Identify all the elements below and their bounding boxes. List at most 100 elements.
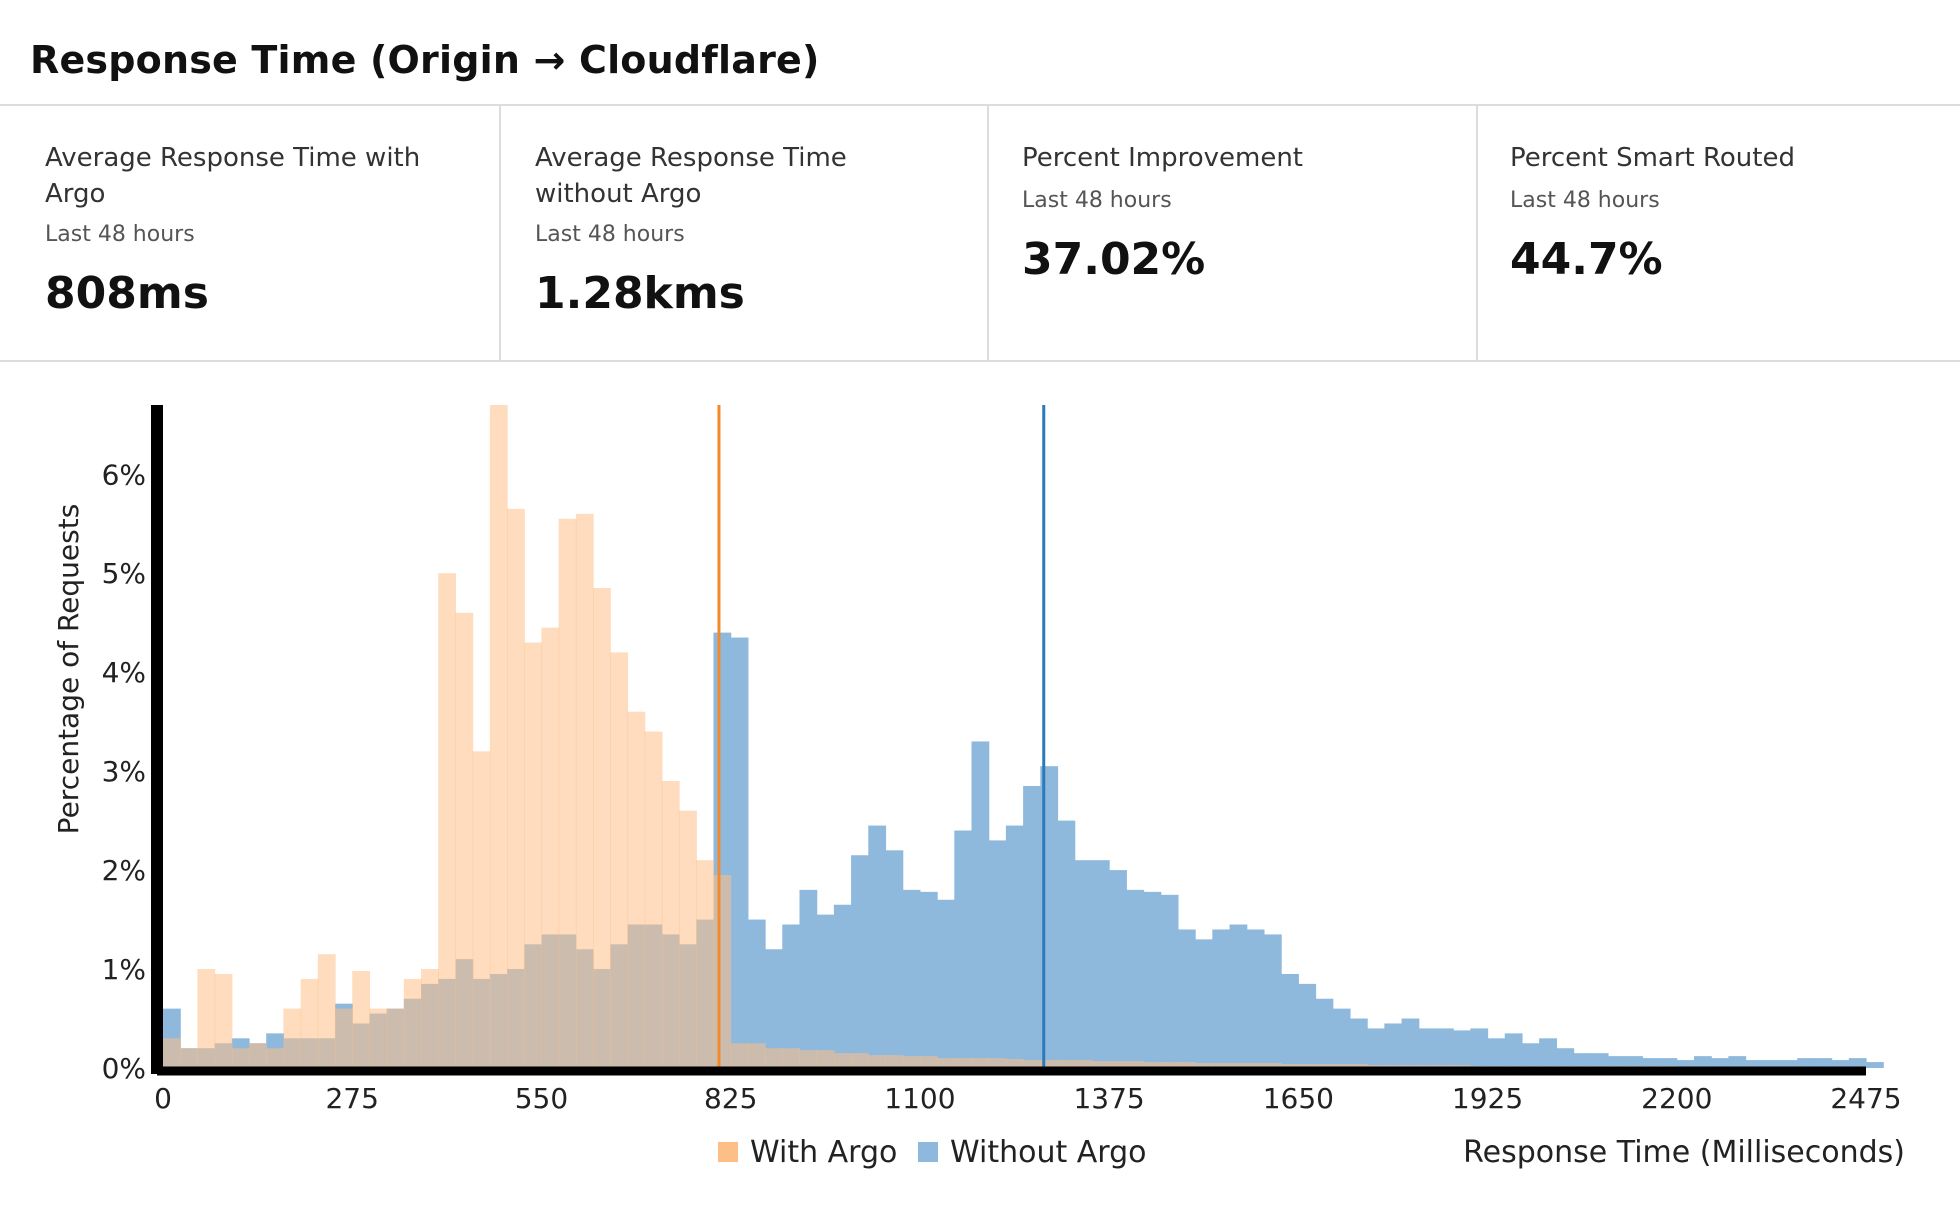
bar-without-argo [1814,1058,1833,1068]
bar-without-argo [816,914,835,1068]
bar-without-argo [765,949,783,1068]
bar-without-argo [1676,1060,1695,1068]
bar-with-argo [661,781,680,1068]
bar-without-argo [1367,1028,1385,1068]
bar-with-argo [1212,1063,1231,1068]
x-tick-label: 1650 [1263,1082,1334,1115]
stat-value: 44.7% [1510,234,1663,285]
bar-without-argo [1762,1060,1781,1068]
bar-without-argo [1779,1060,1798,1068]
bar-without-argo [988,840,1007,1068]
bar-without-argo [1384,1023,1403,1068]
bar-with-argo [782,1048,801,1068]
bar-without-argo [885,850,904,1068]
legend-swatch-with-argo [718,1142,738,1162]
bar-with-argo [954,1058,973,1068]
x-tick-label: 0 [154,1082,172,1115]
bar-with-argo [1040,1060,1059,1068]
bar-with-argo [885,1055,904,1068]
y-tick-label: 1% [102,953,146,986]
y-tick-label: 6% [102,458,146,491]
bar-without-argo [1091,860,1110,1068]
bar-without-argo [1246,929,1265,1068]
stat-value: 808ms [45,268,209,319]
x-tick-label: 275 [325,1082,378,1115]
stat-label: Percent Improvement [1022,143,1303,173]
bar-without-argo [730,637,749,1068]
y-tick-label: 4% [102,656,146,689]
bar-with-argo [1246,1063,1265,1068]
stat-period: Last 48 hours [1022,188,1172,213]
bar-without-argo [833,904,852,1068]
x-tick-label: 1375 [1073,1082,1144,1115]
bar-with-argo [1074,1060,1093,1068]
bar-without-argo [782,924,801,1068]
bar-with-argo [489,405,508,1068]
bar-with-argo [937,1058,955,1068]
bar-without-argo [1126,889,1145,1068]
x-tick-label: 2200 [1641,1082,1712,1115]
bar-with-argo [266,1048,285,1068]
bar-without-argo [1435,1028,1454,1068]
bar-with-argo [369,1008,388,1068]
bar-with-argo [558,518,577,1068]
bar-without-argo [1745,1060,1764,1068]
bar-without-argo [1539,1038,1557,1068]
bar-without-argo [1556,1048,1575,1068]
stat-period: Last 48 hours [1510,188,1660,213]
bar-without-argo [1195,939,1213,1068]
bar-with-argo [283,1008,302,1068]
bar-with-argo [1023,1060,1041,1068]
bar-without-argo [799,889,818,1068]
bar-with-argo [524,642,543,1068]
bar-with-argo [644,731,663,1068]
bar-with-argo [421,969,439,1068]
bar-with-argo [1281,1064,1299,1068]
card-divider [1476,106,1478,361]
bar-with-argo [214,973,233,1068]
bar-without-argo [1797,1058,1815,1068]
stat-card-without-argo: Average Response Time without Argo Last … [490,106,980,361]
bar-without-argo [1418,1028,1437,1068]
bar-with-argo [696,860,715,1068]
bar-with-argo [455,612,474,1068]
x-tick-label: 1100 [884,1082,955,1115]
bar-with-argo [816,1050,835,1068]
bar-without-argo [1487,1038,1506,1068]
bar-without-argo [747,919,766,1068]
bar-without-argo [1263,934,1282,1068]
bar-without-argo [1315,998,1334,1068]
bar-with-argo [335,1008,353,1068]
bar-without-argo [1349,1018,1368,1068]
bar-without-argo [1711,1058,1729,1068]
bar-without-argo [1298,983,1317,1068]
bar-with-argo [541,627,560,1068]
y-tick-label: 3% [102,755,146,788]
bar-with-argo [300,978,319,1068]
bar-without-argo [1057,820,1076,1068]
bar-without-argo [902,889,921,1068]
stat-card-with-argo: Average Response Time with Argo Last 48 … [0,106,500,361]
bar-with-argo [231,1048,250,1068]
bar-with-argo [163,1038,181,1068]
y-tick-label: 0% [102,1052,146,1085]
bar-without-argo [1229,924,1248,1068]
bar-with-argo [352,971,371,1068]
bar-without-argo [919,891,938,1068]
bar-with-argo [1263,1063,1282,1068]
bar-without-argo [1659,1058,1678,1068]
stat-value: 1.28kms [535,268,745,319]
bar-without-argo [868,825,887,1068]
bar-without-argo [1642,1058,1661,1068]
bar-without-argo [954,830,973,1068]
bar-without-argo [1332,1008,1351,1068]
bar-with-argo [1177,1062,1196,1068]
legend: With Argo Without Argo [718,1135,1147,1170]
bar-with-argo [403,978,422,1068]
bar-with-argo [765,1048,783,1068]
x-tick-label: 550 [515,1082,568,1115]
bar-with-argo [197,969,216,1068]
bar-with-argo [868,1055,887,1068]
bar-without-argo [1074,860,1093,1068]
bar-with-argo [679,810,697,1068]
